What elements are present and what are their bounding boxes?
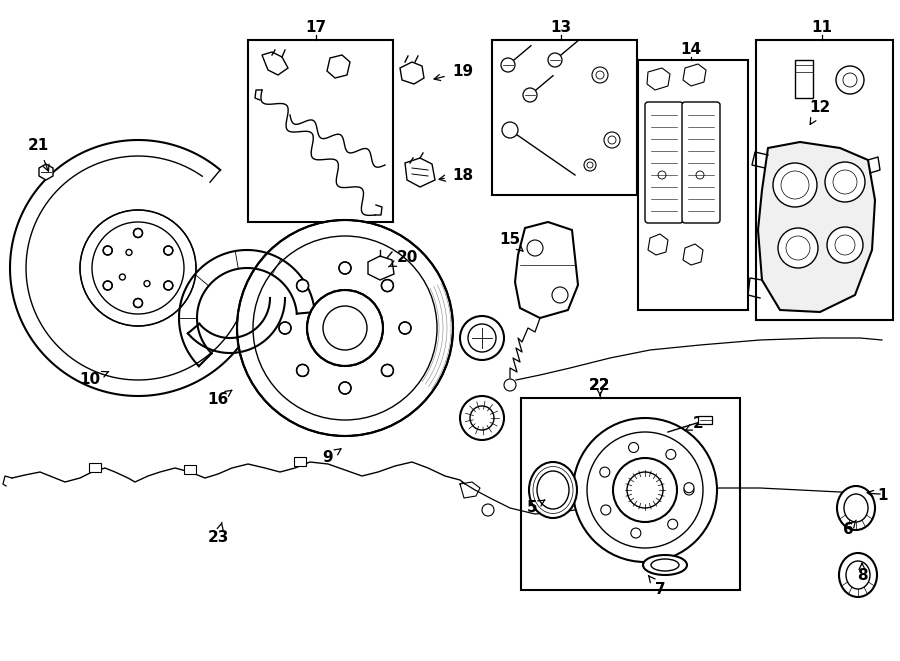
Circle shape: [573, 418, 717, 562]
Polygon shape: [683, 64, 706, 86]
Ellipse shape: [643, 555, 687, 575]
Ellipse shape: [837, 486, 875, 530]
Polygon shape: [648, 234, 668, 255]
FancyBboxPatch shape: [645, 102, 683, 223]
Circle shape: [307, 290, 383, 366]
Polygon shape: [647, 68, 670, 90]
Circle shape: [825, 162, 865, 202]
Circle shape: [527, 240, 543, 256]
Text: 23: 23: [207, 522, 229, 545]
Circle shape: [773, 163, 817, 207]
Circle shape: [80, 210, 196, 326]
Ellipse shape: [529, 462, 577, 518]
Polygon shape: [400, 62, 424, 84]
Bar: [89, 463, 101, 472]
Circle shape: [684, 485, 694, 495]
Polygon shape: [758, 142, 875, 312]
Bar: [521, 398, 740, 590]
Text: 9: 9: [323, 449, 341, 465]
Bar: [184, 465, 196, 474]
Circle shape: [482, 504, 494, 516]
Text: 1: 1: [867, 488, 888, 502]
Text: 14: 14: [680, 42, 702, 58]
Bar: [248, 40, 393, 222]
Circle shape: [628, 442, 639, 453]
Circle shape: [133, 229, 142, 237]
Circle shape: [504, 379, 516, 391]
Text: 3: 3: [483, 339, 498, 356]
Text: 19: 19: [434, 65, 473, 81]
Text: 17: 17: [305, 20, 327, 36]
Circle shape: [836, 66, 864, 94]
Circle shape: [631, 528, 641, 538]
Circle shape: [297, 280, 309, 292]
Circle shape: [382, 364, 393, 376]
Circle shape: [584, 159, 596, 171]
Circle shape: [778, 228, 818, 268]
Circle shape: [339, 382, 351, 394]
Circle shape: [523, 88, 537, 102]
Text: 6: 6: [842, 520, 856, 537]
Polygon shape: [327, 55, 350, 78]
FancyBboxPatch shape: [682, 102, 720, 223]
Text: 8: 8: [857, 563, 868, 582]
Text: 12: 12: [809, 100, 831, 124]
Circle shape: [613, 458, 677, 522]
Circle shape: [460, 316, 504, 360]
Bar: [698, 416, 712, 424]
Text: 5: 5: [526, 500, 544, 516]
Circle shape: [548, 53, 562, 67]
Text: 21: 21: [27, 137, 49, 171]
Circle shape: [827, 227, 863, 263]
Circle shape: [502, 122, 518, 138]
Circle shape: [601, 505, 611, 515]
Circle shape: [460, 396, 504, 440]
Circle shape: [237, 220, 453, 436]
Circle shape: [666, 449, 676, 459]
Text: 15: 15: [500, 233, 523, 251]
Polygon shape: [515, 222, 578, 318]
Text: 22: 22: [590, 377, 611, 393]
Circle shape: [382, 280, 393, 292]
Circle shape: [164, 281, 173, 290]
Circle shape: [133, 299, 142, 307]
Circle shape: [501, 58, 515, 72]
Polygon shape: [405, 158, 435, 187]
Polygon shape: [39, 164, 53, 180]
Circle shape: [599, 467, 610, 477]
Circle shape: [552, 287, 568, 303]
Bar: [795, 60, 813, 98]
Circle shape: [104, 246, 112, 255]
Bar: [638, 60, 748, 310]
Bar: [294, 457, 306, 466]
Circle shape: [592, 67, 608, 83]
Circle shape: [297, 364, 309, 376]
Text: 2: 2: [685, 416, 704, 432]
Text: 7: 7: [648, 576, 665, 598]
Text: 16: 16: [207, 390, 232, 407]
Circle shape: [399, 322, 411, 334]
Circle shape: [279, 322, 291, 334]
Circle shape: [164, 246, 173, 255]
Text: 20: 20: [389, 251, 418, 267]
Bar: [492, 40, 637, 195]
Polygon shape: [368, 256, 394, 280]
Text: 10: 10: [79, 371, 109, 387]
Bar: [756, 40, 893, 320]
Text: 13: 13: [551, 20, 572, 36]
Text: 22: 22: [590, 377, 611, 395]
Circle shape: [339, 262, 351, 274]
Text: 11: 11: [812, 20, 833, 36]
Text: 18: 18: [439, 167, 473, 182]
Polygon shape: [262, 52, 288, 75]
Text: 4: 4: [485, 420, 499, 436]
Circle shape: [684, 483, 694, 492]
Circle shape: [604, 132, 620, 148]
Polygon shape: [683, 244, 703, 265]
Ellipse shape: [839, 553, 877, 597]
Circle shape: [104, 281, 112, 290]
Circle shape: [668, 519, 678, 529]
